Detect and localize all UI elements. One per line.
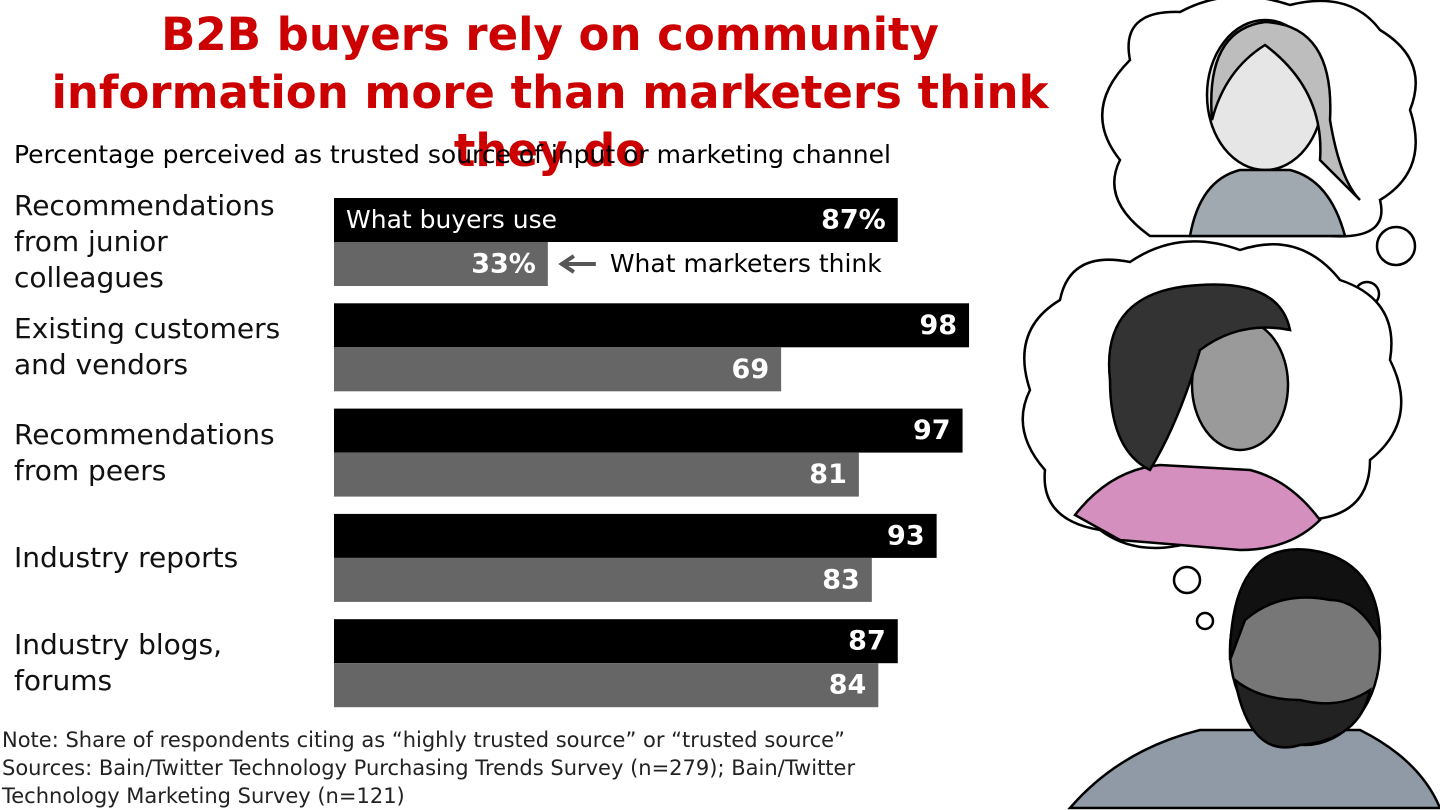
chart-subtitle: Percentage perceived as trusted source o… <box>14 140 891 169</box>
value-label: 69 <box>732 354 770 385</box>
bar <box>334 408 963 453</box>
legend-arrow <box>558 254 596 274</box>
bar <box>334 513 937 558</box>
value-label: 97 <box>913 415 951 446</box>
bar <box>334 452 859 497</box>
bar <box>334 198 898 242</box>
value-label: 81 <box>809 459 847 490</box>
note: Note: Share of respondents citing as “hi… <box>2 728 845 752</box>
value-label: 98 <box>919 310 957 341</box>
legend-label: What buyers use <box>346 205 557 234</box>
value-label: 33% <box>471 249 536 280</box>
bar <box>334 242 548 286</box>
bar <box>334 347 782 392</box>
value-label: 87% <box>821 205 886 236</box>
sources: Sources: Bain/Twitter Technology Purchas… <box>2 756 856 808</box>
value-label: 84 <box>829 670 867 701</box>
chart-title: B2B buyers rely on community information… <box>51 8 1049 177</box>
illustrations <box>1021 0 1440 810</box>
category-label: Industry reports <box>14 540 239 574</box>
bar <box>334 557 872 602</box>
value-label: 87 <box>848 626 886 657</box>
value-label: 83 <box>822 564 860 595</box>
bar <box>334 663 879 708</box>
value-label: 93 <box>887 520 925 551</box>
bar <box>334 303 970 348</box>
bar <box>334 619 898 664</box>
category-label: Recommendations from junior colleagues <box>14 189 275 294</box>
category-label: Industry blogs, forums <box>14 628 223 698</box>
category-label: Recommendations from peers <box>14 417 275 487</box>
legend-label: What marketers think <box>610 249 882 278</box>
footnote: Note: Share of respondents citing as “hi… <box>2 726 932 810</box>
category-label: Existing customers and vendors <box>14 312 281 382</box>
